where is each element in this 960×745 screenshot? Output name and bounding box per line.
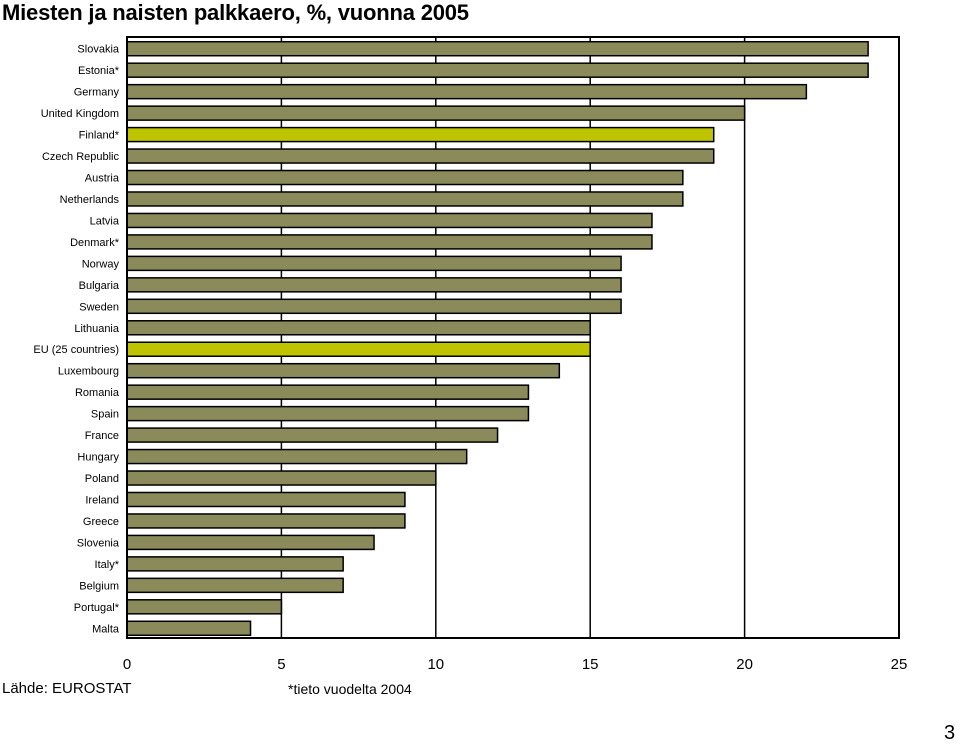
bar (126, 191, 684, 207)
bar (126, 126, 715, 143)
page-number: 3 (944, 722, 956, 744)
category-label: France (85, 430, 119, 442)
bar (126, 341, 591, 357)
x-tick-label: 15 (582, 656, 599, 673)
category-label: Malta (92, 623, 120, 635)
source-label: Lähde: EUROSTAT (2, 680, 132, 697)
bar (126, 448, 468, 465)
category-label: Finland* (79, 130, 120, 142)
category-label: United Kingdom (41, 108, 119, 120)
bar (126, 534, 375, 551)
bar (126, 234, 653, 250)
category-label: Belgium (79, 580, 119, 592)
x-tick-label: 5 (277, 656, 285, 673)
category-label: Czech Republic (42, 151, 120, 163)
bar (126, 577, 344, 594)
category-label: Portugal* (74, 602, 120, 614)
bar (126, 320, 591, 336)
bar (126, 83, 808, 100)
category-label: Netherlands (60, 194, 120, 206)
bar (126, 405, 530, 422)
x-tick-label: 20 (736, 656, 753, 673)
category-label: Denmark* (70, 237, 120, 249)
bar (126, 105, 746, 121)
category-label: Spain (91, 409, 119, 421)
category-label: Estonia* (78, 65, 120, 77)
category-label: Sweden (79, 301, 119, 313)
bar (126, 277, 622, 293)
bar (126, 362, 561, 379)
bar (126, 427, 499, 443)
category-label: Slovakia (77, 44, 119, 56)
bar (126, 491, 406, 508)
x-tick-label: 25 (891, 656, 908, 673)
category-label: Lithuania (74, 323, 120, 335)
category-label: Greece (83, 516, 119, 528)
category-label: Hungary (77, 452, 119, 464)
bar (126, 620, 252, 637)
footnote: *tieto vuodelta 2004 (288, 681, 412, 697)
bar (126, 384, 530, 400)
bar (126, 169, 684, 186)
bar (126, 298, 622, 315)
chart-title: Miesten ja naisten palkkaero, %, vuonna … (2, 0, 469, 25)
bar (126, 599, 283, 615)
category-label: Italy* (95, 559, 120, 571)
category-label: Luxembourg (58, 366, 119, 378)
category-label: Norway (82, 258, 120, 270)
category-label: Bulgaria (79, 280, 120, 292)
bar (126, 62, 869, 78)
bar (126, 470, 437, 486)
bar (126, 212, 653, 229)
category-label: Austria (85, 173, 120, 185)
bar (126, 513, 406, 529)
x-tick-label: 10 (427, 656, 444, 673)
plot-frame (126, 36, 900, 639)
category-label: Ireland (85, 494, 119, 506)
bar (126, 556, 344, 572)
bar (126, 40, 869, 57)
bar (126, 148, 715, 164)
x-tick-label: 0 (123, 656, 131, 673)
category-label: Latvia (90, 215, 120, 227)
category-label: Germany (74, 87, 120, 99)
category-label: Romania (75, 387, 120, 399)
category-label: EU (25 countries) (33, 344, 119, 356)
category-label: Poland (85, 473, 119, 485)
bar (126, 255, 622, 272)
category-label: Slovenia (77, 537, 120, 549)
